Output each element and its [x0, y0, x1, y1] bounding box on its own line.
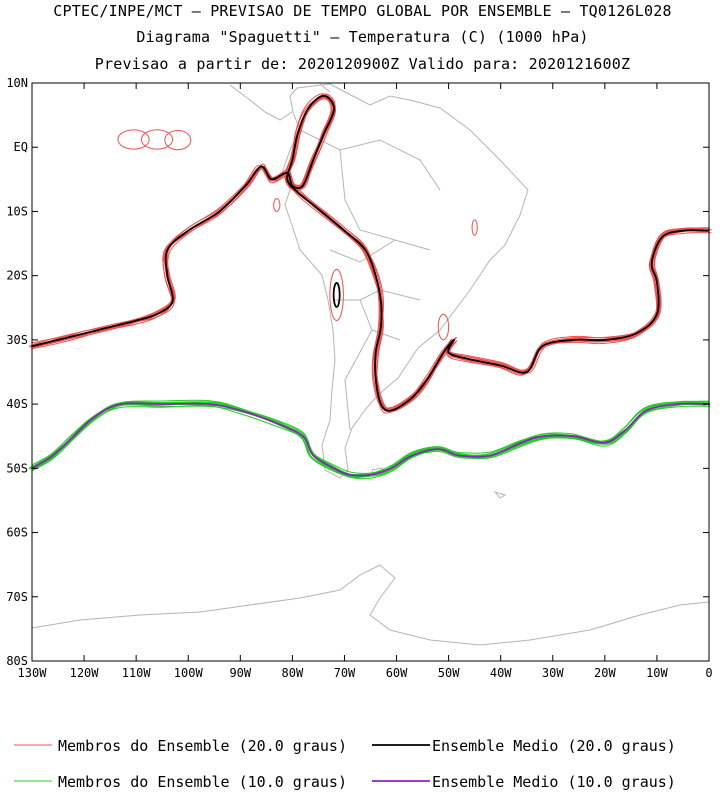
lon-tick-label: 10W: [646, 666, 668, 680]
mean-contour-10: [31, 402, 710, 477]
legend: Membros do Ensemble (20.0 graus) Ensembl…: [14, 737, 676, 791]
lat-tick-label: 30S: [6, 333, 28, 347]
member-contour-20: [31, 95, 710, 412]
map-title-line1: CPTEC/INPE/MCT – PREVISAO DE TEMPO GLOBA…: [53, 2, 672, 20]
lat-tick-label: 10N: [6, 76, 28, 90]
member-contour-20: [33, 97, 709, 412]
lat-tick-label: 10S: [6, 204, 28, 218]
lon-tick-label: 100W: [174, 666, 204, 680]
antarctica-coast: [31, 564, 710, 646]
member-contour-10: [33, 401, 711, 477]
member-contour-10: [32, 399, 710, 477]
lon-tick-label: 110W: [122, 666, 152, 680]
map-title-line3: Previsao a partir de: 2020120900Z Valido…: [94, 55, 631, 73]
legend-label-mean-20: Ensemble Medio (20.0 graus): [432, 737, 676, 755]
lon-tick-label: 120W: [70, 666, 100, 680]
member-contour-20: [32, 95, 708, 410]
member-contour-20: [29, 93, 712, 414]
lat-tick-label: 80S: [6, 654, 28, 668]
lon-tick-label: 30W: [542, 666, 564, 680]
lat-tick-label: 40S: [6, 397, 28, 411]
member-contour-10: [30, 400, 710, 478]
lon-tick-label: 70W: [334, 666, 356, 680]
central-america-coast: [229, 83, 331, 121]
lon-tick-label: 60W: [386, 666, 408, 680]
member-contour-10: [31, 400, 709, 480]
lon-tick-label: 90W: [229, 666, 251, 680]
map-title-line2: Diagrama "Spaguetti" – Temperatura (C) (…: [136, 28, 589, 46]
lon-tick-label: 20W: [594, 666, 616, 680]
member-contour-20: [32, 96, 710, 412]
member-closed-contour-20: [329, 268, 344, 322]
member-contour-10: [32, 401, 711, 476]
member-closed-contour-20: [140, 129, 174, 150]
mean-contour-20: [31, 94, 710, 412]
coastlines: [31, 83, 710, 646]
lon-tick-label: 80W: [282, 666, 304, 680]
member-closed-contour-20: [117, 129, 150, 150]
lon-tick-label: 130W: [18, 666, 48, 680]
member-closed-contour-20: [471, 219, 478, 236]
south-georgia: [493, 491, 507, 499]
legend-label-member-20: Membros do Ensemble (20.0 graus): [58, 737, 347, 755]
member-closed-contour-20: [273, 198, 281, 212]
member-contour-10: [32, 401, 707, 476]
lat-tick-label: 50S: [6, 461, 28, 475]
lat-tick-label: 70S: [6, 590, 28, 604]
mean-closed-contour-20: [332, 282, 341, 308]
lon-tick-label: 50W: [438, 666, 460, 680]
member-contour-20: [32, 93, 709, 412]
country-borders: [299, 129, 441, 431]
legend-label-mean-10: Ensemble Medio (10.0 graus): [432, 773, 676, 791]
map-frame: [31, 82, 710, 662]
lat-tick-label: 20S: [6, 269, 28, 283]
legend-label-member-10: Membros do Ensemble (10.0 graus): [58, 773, 347, 791]
member-contour-10: [31, 402, 710, 477]
south-america-coast: [282, 83, 529, 479]
lat-tick-label: 60S: [6, 526, 28, 540]
lon-tick-label: 0: [705, 666, 712, 680]
member-contour-20: [30, 97, 711, 410]
member-contour-20: [32, 95, 709, 409]
member-contour-10: [29, 401, 711, 474]
member-contour-20: [28, 96, 712, 411]
lat-tick-label: EQ: [14, 140, 28, 154]
lon-tick-label: 40W: [490, 666, 512, 680]
member-closed-contour-20: [437, 313, 450, 341]
member-closed-contour-20: [164, 130, 192, 151]
member-contour-10: [32, 401, 708, 478]
